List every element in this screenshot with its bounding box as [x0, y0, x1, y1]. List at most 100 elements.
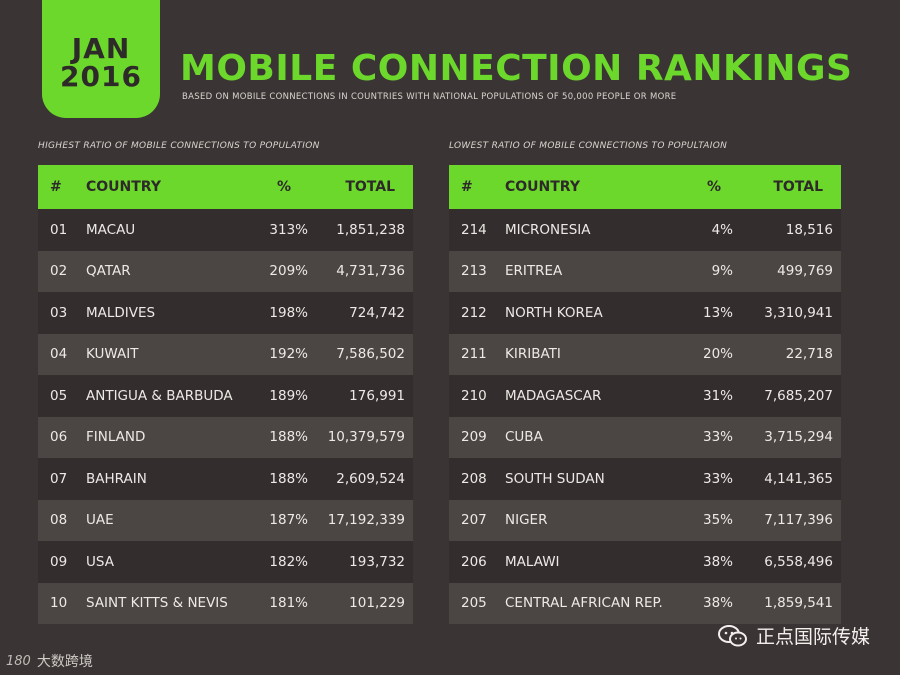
rank-cell: 205 — [461, 595, 487, 612]
total-cell: 724,742 — [349, 304, 405, 321]
country-cell: NIGER — [505, 512, 548, 529]
table-row: 207 NIGER 35% 7,117,396 — [449, 499, 841, 541]
table-row: 06 FINLAND 188% 10,379,579 — [38, 416, 413, 458]
rank-cell: 214 — [461, 221, 487, 238]
header-country: COUNTRY — [505, 179, 580, 195]
country-cell: ERITREA — [505, 263, 563, 280]
lowest-ratio-table: # COUNTRY% TOTAL 214 MICRONESIA 4% 18,516 213 ER… — [449, 165, 841, 624]
table-row: 211 KIRIBATI 20% 22,718 — [449, 333, 841, 375]
country-cell: KUWAIT — [86, 346, 139, 363]
percent-cell: 31% — [702, 387, 733, 404]
country-cell: NORTH KOREA — [505, 304, 603, 321]
total-cell: 176,991 — [349, 387, 405, 404]
total-cell: 7,117,396 — [764, 512, 833, 529]
table-header: # COUNTRY% TOTAL — [449, 165, 841, 209]
header-total: TOTAL — [773, 179, 823, 195]
header-total: TOTAL — [345, 179, 395, 195]
percent-cell: 209% — [269, 263, 308, 280]
country-cell: MALDIVES — [86, 304, 156, 321]
percent-cell: 38% — [702, 553, 733, 570]
rank-cell: 209 — [461, 429, 487, 446]
country-cell: MADAGASCAR — [505, 387, 602, 404]
page-title: MOBILE CONNECTION RANKINGS — [180, 48, 853, 89]
total-cell: 1,859,541 — [764, 595, 833, 612]
percent-cell: 192% — [269, 346, 308, 363]
rank-cell: 08 — [50, 512, 68, 529]
percent-cell: 38% — [702, 595, 733, 612]
rank-cell: 04 — [50, 346, 68, 363]
rank-cell: 208 — [461, 470, 487, 487]
total-cell: 1,851,238 — [336, 221, 405, 238]
percent-cell: 4% — [711, 221, 733, 238]
header-percent: % — [276, 179, 292, 195]
rank-cell: 207 — [461, 512, 487, 529]
country-cell: KIRIBATI — [505, 346, 561, 363]
table-row: 208 SOUTH SUDAN 33% 4,141,365 — [449, 458, 841, 500]
table-row: 10 SAINT KITTS & NEVIS 181% 101,229 — [38, 582, 413, 624]
total-cell: 193,732 — [349, 553, 405, 570]
header-percent: % — [706, 179, 722, 195]
total-cell: 7,586,502 — [336, 346, 405, 363]
badge-year: 2016 — [60, 60, 142, 93]
total-cell: 4,731,736 — [336, 263, 405, 280]
country-cell: FINLAND — [86, 429, 146, 446]
table-row: 09 USA 182% 193,732 — [38, 541, 413, 583]
total-cell: 17,192,339 — [327, 512, 405, 529]
table-row: 07 BAHRAIN 188% 2,609,524 — [38, 458, 413, 500]
highest-table-title: HIGHEST RATIO OF MOBILE CONNECTIONS TO P… — [38, 141, 320, 151]
table-row: 02 QATAR 209% 4,731,736 — [38, 250, 413, 292]
page-subtitle: BASED ON MOBILE CONNECTIONS IN COUNTRIES… — [182, 92, 677, 102]
table-header: # COUNTRY% TOTAL — [38, 165, 413, 209]
table-row: 08 UAE 187% 17,192,339 — [38, 499, 413, 541]
watermark-right: 正点国际传媒 — [717, 622, 870, 649]
rank-cell: 05 — [50, 387, 68, 404]
country-cell: CENTRAL AFRICAN REP. — [505, 595, 663, 612]
date-badge: JAN 2016 — [42, 0, 160, 118]
lowest-table-title: LOWEST RATIO OF MOBILE CONNECTIONS TO PO… — [449, 141, 728, 151]
percent-cell: 198% — [269, 304, 308, 321]
table-row: 01 MACAU 313% 1,851,238 — [38, 209, 413, 251]
header-country: COUNTRY — [86, 179, 161, 195]
highest-ratio-table: # COUNTRY% TOTAL 01 MACAU 313% 1,851,238 02 QATA… — [38, 165, 413, 624]
table-row: 210 MADAGASCAR 31% 7,685,207 — [449, 375, 841, 417]
total-cell: 3,715,294 — [764, 429, 833, 446]
rank-cell: 09 — [50, 553, 68, 570]
country-cell: QATAR — [86, 263, 131, 280]
table-row: 03 MALDIVES 198% 724,742 — [38, 292, 413, 334]
percent-cell: 188% — [269, 470, 308, 487]
percent-cell: 187% — [269, 512, 308, 529]
percent-cell: 33% — [702, 470, 733, 487]
rank-cell: 07 — [50, 470, 68, 487]
percent-cell: 9% — [711, 263, 733, 280]
percent-cell: 189% — [269, 387, 308, 404]
rank-cell: 213 — [461, 263, 487, 280]
header-rank: # — [461, 179, 473, 195]
country-cell: BAHRAIN — [86, 470, 147, 487]
watermark-logo: 180 — [6, 653, 31, 669]
country-cell: USA — [86, 553, 114, 570]
watermark-left: 180 大数跨境 — [6, 651, 93, 671]
rank-cell: 206 — [461, 553, 487, 570]
percent-cell: 33% — [702, 429, 733, 446]
country-cell: MALAWI — [505, 553, 560, 570]
total-cell: 10,379,579 — [327, 429, 405, 446]
table-row: 05 ANTIGUA & BARBUDA 189% 176,991 — [38, 375, 413, 417]
wechat-icon — [717, 624, 747, 646]
rank-cell: 10 — [50, 595, 68, 612]
total-cell: 3,310,941 — [764, 304, 833, 321]
percent-cell: 181% — [269, 595, 308, 612]
badge-month: JAN — [71, 32, 131, 65]
table-row: 209 CUBA 33% 3,715,294 — [449, 416, 841, 458]
percent-cell: 188% — [269, 429, 308, 446]
percent-cell: 20% — [702, 346, 733, 363]
country-cell: SAINT KITTS & NEVIS — [86, 595, 228, 612]
total-cell: 499,769 — [777, 263, 833, 280]
watermark-left-text: 大数跨境 — [36, 654, 93, 670]
rank-cell: 212 — [461, 304, 487, 321]
table-row: 214 MICRONESIA 4% 18,516 — [449, 209, 841, 251]
total-cell: 101,229 — [349, 595, 405, 612]
total-cell: 7,685,207 — [764, 387, 833, 404]
table-row: 212 NORTH KOREA 13% 3,310,941 — [449, 292, 841, 334]
country-cell: MICRONESIA — [505, 221, 591, 238]
rank-cell: 211 — [461, 346, 487, 363]
